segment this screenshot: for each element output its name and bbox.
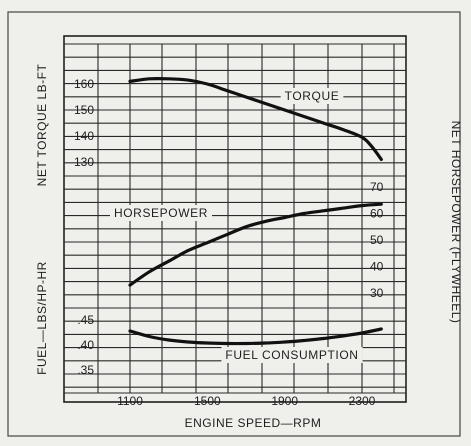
fuel-axis-label: FUEL—LBS/HP-HR bbox=[35, 261, 49, 375]
curves bbox=[128, 76, 383, 346]
horsepower-series-label-group: HORSEPOWER bbox=[109, 205, 213, 221]
x-tick-label: 1900 bbox=[271, 394, 298, 408]
horsepower-series-label-background bbox=[109, 205, 213, 221]
fuel-series-label-background bbox=[221, 347, 363, 363]
x-tick-label: 1500 bbox=[194, 394, 221, 408]
torque-tick-label: 130 bbox=[74, 155, 94, 169]
horsepower-tick-label: 60 bbox=[370, 207, 384, 221]
fuel-tick-label: .35 bbox=[77, 363, 94, 377]
horsepower-tick-label: 50 bbox=[370, 233, 384, 247]
torque-series-label-background bbox=[280, 88, 344, 104]
x-tick-label: 1100 bbox=[117, 394, 143, 408]
outer-frame bbox=[7, 11, 461, 437]
horsepower-curve bbox=[128, 202, 383, 287]
torque-tick-label: 160 bbox=[74, 77, 94, 91]
torque-series-label: TORQUE bbox=[285, 89, 340, 103]
x-tick-label: 2300 bbox=[349, 394, 376, 408]
fuel-series-label: FUEL CONSUMPTION bbox=[225, 348, 358, 362]
torque-axis-label: NET TORQUE LB-FT bbox=[35, 63, 49, 186]
torque-tick-label: 150 bbox=[74, 103, 94, 117]
torque-curve bbox=[128, 76, 383, 161]
tick-labels: 160 150 140 130 70 60 50 40 30 .45 .40 .35 1100 1500 1… bbox=[74, 77, 384, 408]
fuel-series-label-group: FUEL CONSUMPTION bbox=[221, 347, 363, 363]
fuel-tick-label: .40 bbox=[77, 338, 94, 352]
torque-tick-label: 140 bbox=[74, 129, 94, 143]
horsepower-series-label: HORSEPOWER bbox=[114, 206, 208, 220]
horsepower-tick-label: 30 bbox=[370, 286, 384, 300]
horsepower-axis-label: NET HORSEPOWER (FLYWHEEL) bbox=[449, 121, 463, 324]
fuel-tick-label: .45 bbox=[77, 313, 94, 327]
fuel-curve bbox=[128, 327, 383, 346]
horsepower-tick-label: 70 bbox=[370, 180, 384, 194]
horsepower-tick-label: 40 bbox=[370, 260, 384, 274]
torque-series-label-group: TORQUE bbox=[280, 88, 344, 104]
series-labels: TORQUE HORSEPOWER FUEL CONSUMPTION bbox=[109, 88, 363, 363]
x-axis-label: ENGINE SPEED—RPM bbox=[185, 416, 322, 430]
